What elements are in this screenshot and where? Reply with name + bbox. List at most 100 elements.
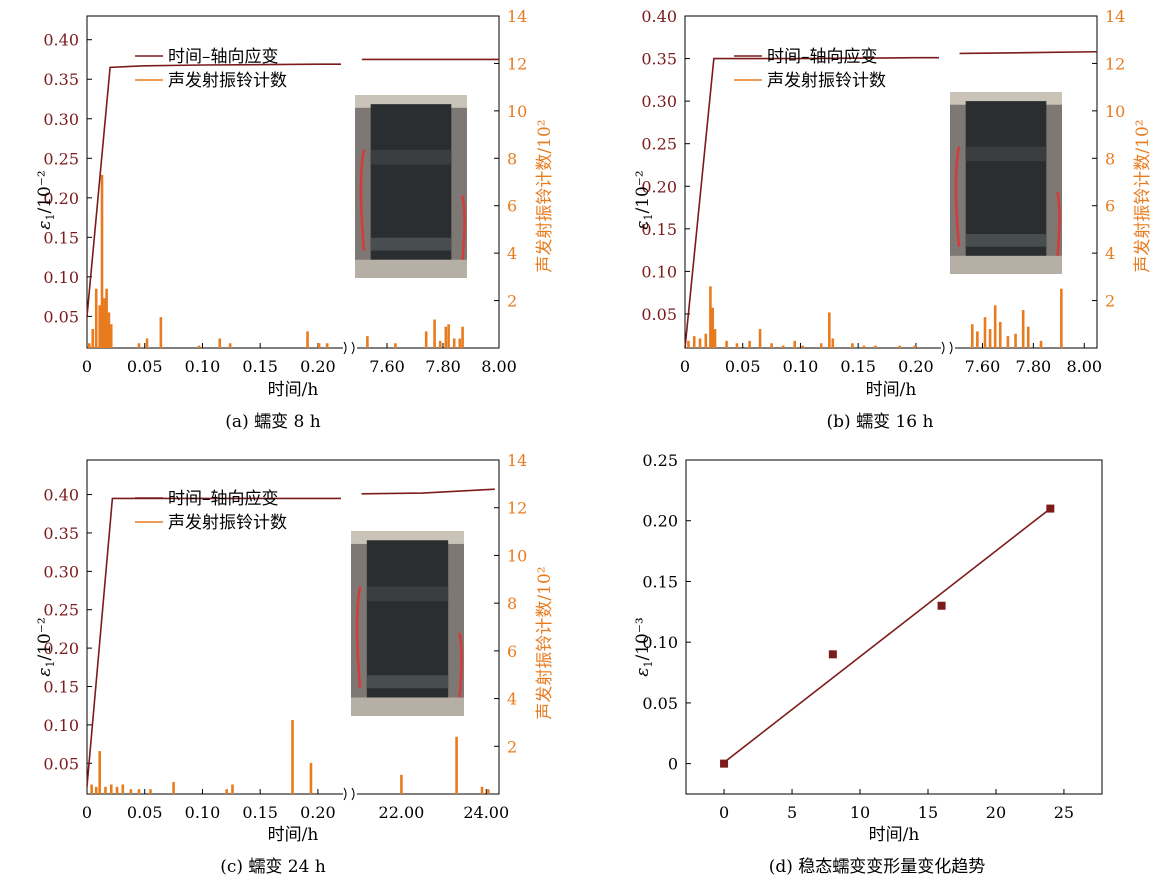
x-tick-label: 24.00 [463, 803, 509, 822]
x-tick-label: 0 [680, 357, 690, 376]
specimen-band [366, 675, 449, 689]
x-tick-label: 0.05 [127, 357, 163, 376]
left-axis-label-subscript: 1 [642, 214, 655, 221]
acoustic-count-bar [455, 736, 458, 794]
x-tick-label: 0 [82, 357, 92, 376]
sensor-cable [954, 146, 961, 247]
y-axis-label-subscript: 1 [642, 661, 655, 668]
left-tick-label: 0.40 [43, 31, 79, 50]
right-tick-label: 8 [1105, 149, 1115, 168]
y-axis-label-symbol: ε [633, 668, 653, 677]
y-axis-label-unit: /10⁻³ [633, 617, 653, 660]
specimen-band [366, 586, 449, 602]
left-axis-label-symbol: ε [35, 668, 55, 677]
acoustic-count-bar [828, 312, 831, 348]
left-tick-label: 0.40 [43, 486, 79, 505]
acoustic-count-bar [458, 338, 462, 348]
strain-line [86, 497, 341, 787]
acoustic-count-bar [115, 786, 119, 794]
x-tick-label: 0.10 [185, 357, 221, 376]
right-tick-label: 10 [507, 102, 527, 121]
acoustic-count-bar [105, 288, 108, 348]
right-tick-label: 6 [507, 197, 517, 216]
right-tick-label: 14 [507, 451, 527, 470]
right-tick-label: 6 [507, 642, 517, 661]
acoustic-count-bar [433, 319, 436, 348]
acoustic-count-bar [145, 338, 149, 348]
right-tick-label: 2 [507, 737, 517, 756]
acoustic-count-bar [704, 333, 708, 348]
x-axis-label: 时间/h [869, 825, 920, 845]
chart-panel-c: 0.050.100.150.200.250.300.350.4024681012… [35, 451, 555, 877]
left-tick-label: 0.20 [43, 639, 79, 658]
left-tick-label: 0.30 [43, 110, 79, 129]
specimen-band [965, 233, 1047, 247]
acoustic-count-bar [98, 751, 101, 794]
acoustic-count-bar [461, 326, 464, 348]
acoustic-count-bar [197, 345, 201, 348]
acoustic-count-bar [103, 298, 106, 348]
acoustic-count-bar [781, 345, 785, 348]
acoustic-count-bar [438, 340, 442, 348]
x-tick-label: 8.00 [1066, 357, 1102, 376]
photo-bottom-platen [351, 697, 464, 716]
right-axis-label: 声发射振铃计数/10² [1133, 119, 1153, 272]
data-point [1046, 504, 1055, 513]
left-tick-label: 0.10 [43, 716, 79, 735]
right-axis-label: 声发射振铃计数/10² [535, 119, 555, 272]
left-axis-label-subscript: 1 [44, 214, 57, 221]
acoustic-count-bar [172, 782, 175, 794]
x-tick-label: 0.20 [300, 803, 336, 822]
acoustic-count-bar [748, 340, 751, 348]
acoustic-count-bar [976, 331, 979, 348]
acoustic-count-bar [137, 789, 141, 794]
acoustic-count-bar [225, 789, 228, 794]
legend-label-strain: 时间–轴向应变 [767, 47, 878, 67]
acoustic-count-bar [898, 345, 902, 348]
acoustic-count-bar [94, 288, 98, 348]
acoustic-count-bar [400, 774, 403, 794]
x-tick-label: 7.60 [965, 357, 1001, 376]
right-tick-label: 12 [507, 54, 527, 73]
left-tick-label: 0.05 [43, 754, 79, 773]
y-tick-label: 0.20 [642, 512, 678, 531]
right-tick-label: 4 [1105, 244, 1115, 263]
acoustic-count-bar [874, 345, 877, 348]
photo-bottom-platen [355, 259, 467, 278]
x-axis-label: 时间/h [866, 380, 917, 400]
x-tick-label: 0.15 [840, 357, 876, 376]
left-axis-label-symbol: ε [633, 221, 653, 230]
acoustic-count-bar [88, 343, 91, 348]
acoustic-count-bar [109, 784, 113, 794]
x-axis-label: 时间/h [268, 380, 319, 400]
y-axis-label: ε1/10⁻³ [633, 617, 655, 676]
panel-caption: (d) 稳态蠕变变形量变化趋势 [769, 857, 986, 877]
right-tick-label: 6 [1105, 197, 1115, 216]
x-tick-label: 0.20 [300, 357, 336, 376]
acoustic-count-bar [159, 317, 163, 348]
acoustic-count-bar [231, 784, 234, 794]
y-tick-label: 0 [668, 755, 678, 774]
x-tick-label: 20 [986, 803, 1006, 822]
left-tick-label: 0.40 [641, 7, 677, 26]
y-tick-label: 0.25 [642, 451, 678, 470]
left-tick-label: 0.05 [641, 305, 677, 324]
acoustic-count-bar [447, 324, 450, 348]
left-axis-label-unit: /10⁻² [35, 170, 55, 213]
x-tick-label: 0 [719, 803, 729, 822]
left-tick-label: 0.25 [43, 601, 79, 620]
x-tick-label: 7.80 [425, 357, 461, 376]
strain-line [684, 56, 939, 349]
acoustic-count-bar [793, 340, 796, 348]
specimen-band [370, 149, 452, 165]
axis-break-gap [343, 790, 357, 798]
panel-caption: (a) 蠕变 8 h [225, 412, 320, 432]
acoustic-count-bar [692, 336, 696, 348]
x-tick-label: 0.15 [242, 357, 278, 376]
left-axis-label-subscript: 1 [44, 661, 57, 668]
x-tick-label: 0.15 [242, 803, 278, 822]
sensor-cable [359, 149, 366, 251]
chart-panel-b: 0.050.100.150.200.250.300.350.4024681012… [633, 7, 1153, 432]
y-tick-label: 0.05 [642, 694, 678, 713]
